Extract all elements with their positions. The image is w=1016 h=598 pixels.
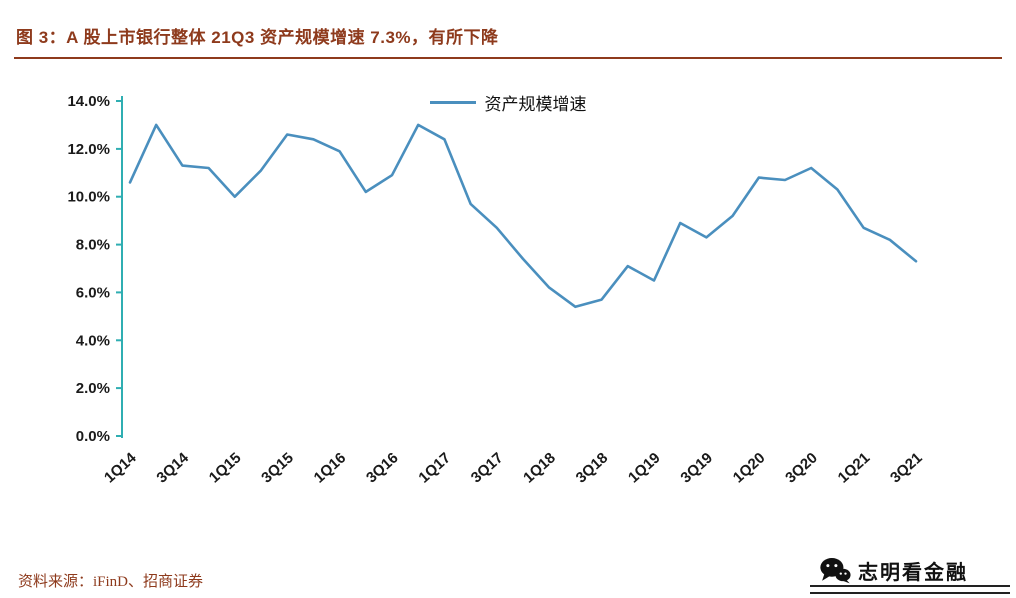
x-tick-label: 1Q18 [520,449,559,486]
x-tick-label: 3Q20 [782,449,821,486]
x-tick-label: 1Q20 [730,449,769,486]
y-tick-label: 2.0% [76,380,110,397]
x-tick-label: 3Q16 [363,449,402,486]
y-tick-label: 0.0% [76,428,110,445]
x-tick-label: 3Q15 [258,449,297,486]
x-tick-label: 1Q21 [835,449,874,486]
series-line [128,123,918,309]
asset-growth-line-chart: 0.0% 2.0% 4.0% 6.0% 8.0% 10.0% 12.0% 14.0% 1Q14 3… [67,93,926,487]
x-tick-label: 1Q19 [625,449,664,486]
y-tick-label: 6.0% [76,284,110,301]
x-tick-label: 3Q17 [468,449,507,486]
wechat-icon [820,558,851,584]
x-tick-label: 1Q16 [311,449,350,486]
y-tick-label: 14.0% [67,93,110,110]
source-note: 资料来源：iFinD、招商证券 [18,574,204,590]
x-tick-label: 1Q15 [206,449,245,486]
x-tick-label: 3Q14 [153,449,192,487]
x-tick-label: 3Q19 [677,449,716,486]
watermark-text: 志明看金融 [858,562,968,584]
x-tick-label: 1Q17 [415,449,454,486]
x-tick-label: 3Q21 [887,449,926,486]
watermark-underline-1 [810,585,1010,587]
y-tick-label: 12.0% [67,141,110,158]
x-axis-labels: 1Q14 3Q14 1Q15 3Q15 1Q16 3Q16 1Q17 3Q17 1Q18 3Q18… [101,449,926,487]
x-tick-label: 3Q18 [573,449,612,486]
y-tick-label: 10.0% [67,189,110,206]
y-tick-label: 4.0% [76,332,110,349]
x-tick-label: 1Q14 [101,449,140,487]
title-divider [14,57,1002,59]
watermark: 志明看金融 [819,556,968,585]
y-axis: 0.0% 2.0% 4.0% 6.0% 8.0% 10.0% 12.0% 14.0% [67,93,123,445]
figure-title: 图 3：A 股上市银行整体 21Q3 资产规模增速 7.3%，有所下降 [16,28,499,47]
y-tick-label: 8.0% [76,237,110,254]
watermark-underline-2 [810,592,1010,594]
